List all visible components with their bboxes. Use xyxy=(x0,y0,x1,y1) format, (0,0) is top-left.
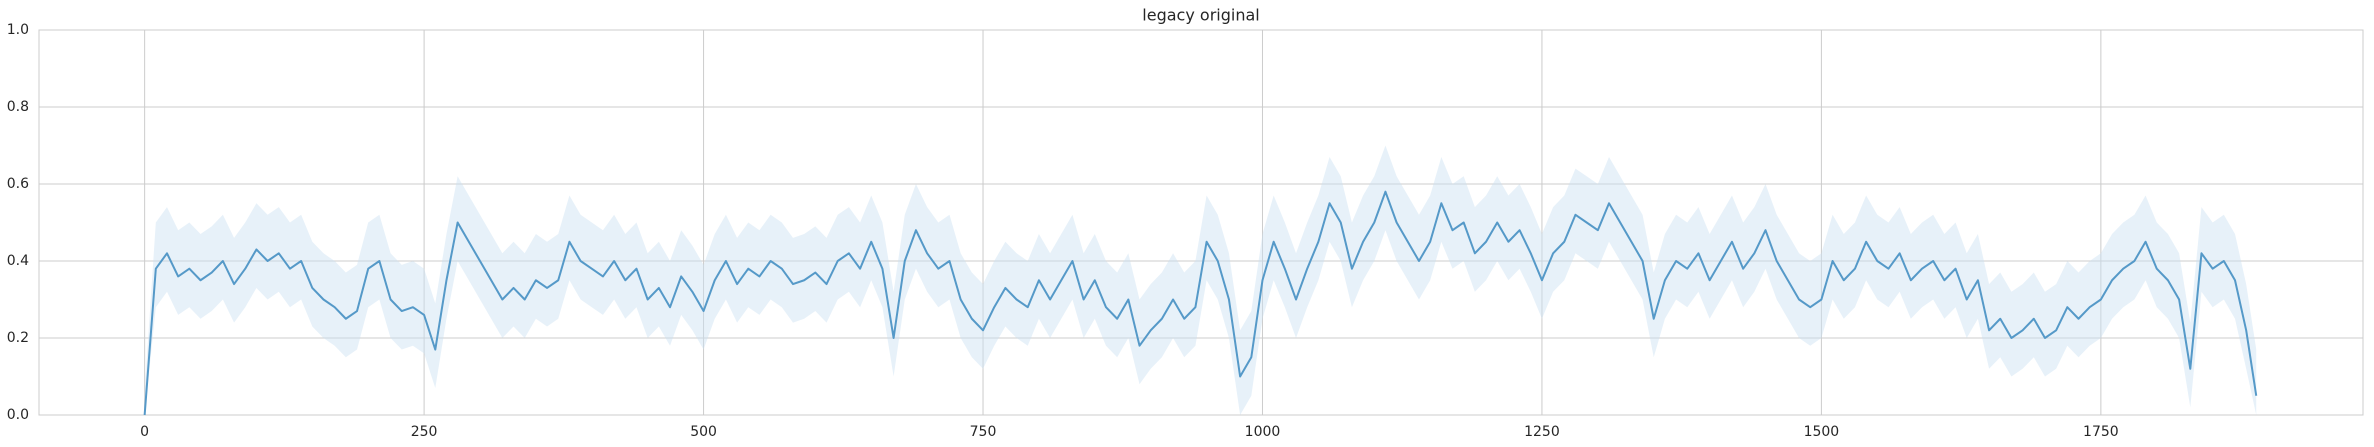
y-tick-label: 0.6 xyxy=(7,176,29,192)
x-tick-label: 250 xyxy=(411,424,438,440)
y-tick-label: 0.2 xyxy=(7,330,29,346)
x-tick-label: 750 xyxy=(970,424,997,440)
x-tick-label: 1500 xyxy=(1804,424,1840,440)
x-tick-label: 1000 xyxy=(1245,424,1281,440)
y-tick-label: 0.4 xyxy=(7,253,29,269)
y-tick-label: 0.0 xyxy=(7,407,29,423)
plot-frame xyxy=(38,29,2364,416)
x-tick-label: 1250 xyxy=(1524,424,1560,440)
y-tick-label: 1.0 xyxy=(7,22,29,38)
x-tick-label: 1750 xyxy=(2083,424,2119,440)
x-tick-label: 0 xyxy=(140,424,149,440)
y-tick-label: 0.8 xyxy=(7,99,29,115)
x-tick-label: 500 xyxy=(690,424,717,440)
data-line xyxy=(143,190,2258,416)
chart-title: legacy original xyxy=(1142,6,1259,25)
